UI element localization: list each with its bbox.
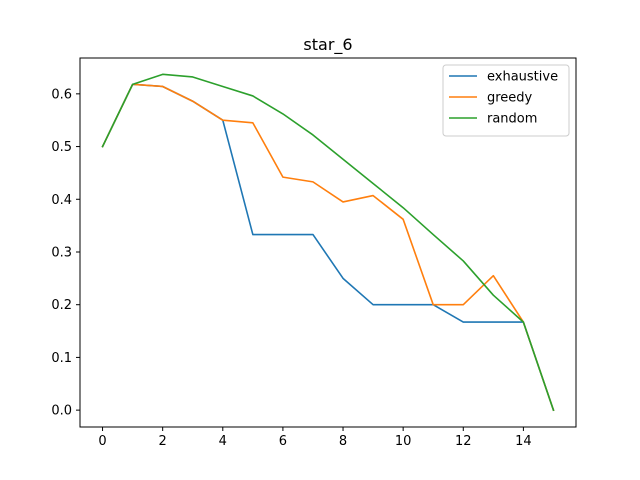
series-line-greedy	[101, 83, 555, 412]
y-tick-label: 0.0	[51, 404, 72, 419]
legend-label-exhaustive: exhaustive	[487, 70, 558, 85]
y-tick-label: 0.6	[51, 87, 72, 102]
y-tick-label: 0.3	[51, 245, 72, 260]
legend-label-random: random	[487, 112, 537, 127]
y-tick-label: 0.4	[51, 193, 72, 208]
y-tick-label: 0.5	[51, 140, 72, 155]
x-tick-label: 2	[159, 434, 167, 449]
x-tick-label: 14	[515, 434, 532, 449]
x-tick-label: 12	[455, 434, 472, 449]
y-tick-label: 0.2	[51, 298, 72, 313]
series-line-random	[101, 73, 555, 412]
legend: exhaustive greedy random	[442, 64, 570, 137]
legend-label-greedy: greedy	[487, 91, 533, 106]
y-tick-label: 0.1	[51, 351, 72, 366]
series-layer	[101, 73, 555, 412]
x-tick-label: 8	[339, 434, 347, 449]
chart-title: star_6	[303, 35, 352, 55]
y-axis: 0.0 0.1 0.2 0.3 0.4 0.5 0.6	[51, 87, 80, 419]
x-tick-label: 10	[395, 434, 412, 449]
plot-frame	[79, 57, 577, 428]
x-tick-label: 0	[98, 434, 106, 449]
x-tick-label: 4	[219, 434, 227, 449]
x-axis: 0 2 4 6 8 10 12 14	[98, 427, 532, 449]
x-tick-label: 6	[279, 434, 287, 449]
